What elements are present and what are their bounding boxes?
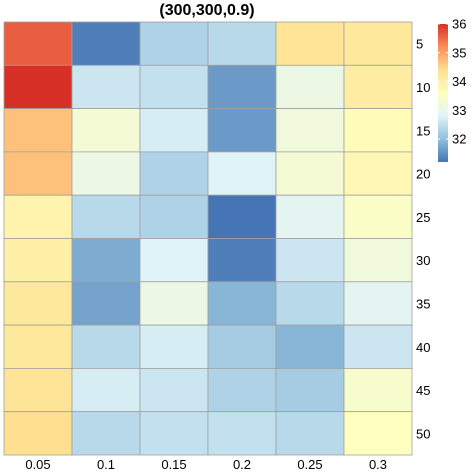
colorbar-tick-label: 36 [452, 17, 466, 32]
heatmap-cell [3, 194, 73, 239]
heatmap-cell [275, 108, 345, 153]
heatmap-cell [343, 411, 413, 456]
heatmap-cell [275, 151, 345, 196]
heatmap-cell [139, 21, 209, 66]
heatmap-cell [71, 281, 141, 326]
x-axis-ticks: 0.05 0.1 0.15 0.2 0.25 0.3 [25, 457, 387, 472]
heatmap-cell [139, 108, 209, 153]
heatmap-cell [71, 194, 141, 239]
x-tick-label: 0.1 [97, 457, 115, 472]
y-tick-label: 50 [416, 426, 430, 441]
heatmap-cell [207, 367, 277, 413]
heatmap-cell [207, 108, 277, 153]
heatmap-cell [275, 411, 345, 456]
heatmap-cell [71, 238, 141, 283]
heatmap-cell [207, 281, 277, 326]
heatmap-cell [343, 64, 413, 110]
y-tick-label: 15 [416, 123, 430, 138]
heatmap-cell [139, 367, 209, 413]
colorbar-tick-label: 32 [452, 132, 466, 147]
heatmap-cell [3, 21, 73, 66]
heatmap-cell [207, 238, 277, 283]
colorbar-gradient [438, 24, 448, 162]
heatmap-cell [139, 151, 209, 196]
y-tick-label: 25 [416, 210, 430, 225]
heatmap-cell [343, 238, 413, 283]
colorbar-legend: 32 33 34 35 36 [438, 17, 466, 162]
colorbar-tick-label: 33 [452, 103, 466, 118]
heatmap-cells [3, 21, 413, 456]
heatmap-cell [71, 411, 141, 456]
heatmap-cell [139, 281, 209, 326]
heatmap-cell [3, 411, 73, 456]
heatmap-cell [3, 367, 73, 413]
heatmap-cell [207, 21, 277, 66]
heatmap-cell [139, 411, 209, 456]
heatmap-cell [71, 367, 141, 413]
y-tick-label: 45 [416, 383, 430, 398]
heatmap-cell [343, 21, 413, 66]
y-tick-label: 20 [416, 167, 430, 182]
heatmap-cell [343, 324, 413, 369]
heatmap-cell [71, 64, 141, 110]
heatmap-cell [71, 324, 141, 369]
heatmap-cell [139, 324, 209, 369]
heatmap-cell [207, 324, 277, 369]
heatmap-cell [3, 151, 73, 196]
y-tick-label: 30 [416, 253, 430, 268]
heatmap-cell [71, 151, 141, 196]
heatmap-cell [207, 64, 277, 110]
heatmap-cell [275, 367, 345, 413]
x-tick-label: 0.15 [161, 457, 186, 472]
heatmap-cell [343, 194, 413, 239]
y-tick-label: 35 [416, 296, 430, 311]
y-tick-label: 10 [416, 80, 430, 95]
y-tick-label: 40 [416, 340, 430, 355]
heatmap-cell [3, 108, 73, 153]
heatmap-cell [139, 238, 209, 283]
heatmap-cell [275, 238, 345, 283]
heatmap-cell [275, 21, 345, 66]
x-tick-label: 0.05 [25, 457, 50, 472]
heatmap-cell [3, 64, 73, 110]
chart-title: (300,300,0.9) [159, 2, 254, 19]
y-tick-label: 5 [416, 37, 423, 52]
x-tick-label: 0.25 [297, 457, 322, 472]
heatmap-cell [343, 108, 413, 153]
heatmap-cell [207, 194, 277, 239]
heatmap-cell [139, 64, 209, 110]
heatmap-cell [275, 64, 345, 110]
heatmap-cell [275, 324, 345, 369]
heatmap-cell [3, 281, 73, 326]
colorbar-tick-label: 34 [452, 74, 466, 89]
heatmap-cell [275, 194, 345, 239]
heatmap-cell [3, 324, 73, 369]
y-axis-ticks: 5 10 15 20 25 30 35 40 45 50 [416, 37, 430, 442]
heatmap-cell [343, 367, 413, 413]
heatmap-cell [275, 281, 345, 326]
heatmap-cell [3, 238, 73, 283]
heatmap-cell [139, 194, 209, 239]
heatmap-cell [207, 151, 277, 196]
x-tick-label: 0.3 [369, 457, 387, 472]
x-tick-label: 0.2 [233, 457, 251, 472]
heatmap-cell [343, 281, 413, 326]
colorbar-tick-label: 35 [452, 45, 466, 60]
heatmap-cell [343, 151, 413, 196]
heatmap-cell [207, 411, 277, 456]
heatmap-cell [71, 21, 141, 66]
heatmap-cell [71, 108, 141, 153]
